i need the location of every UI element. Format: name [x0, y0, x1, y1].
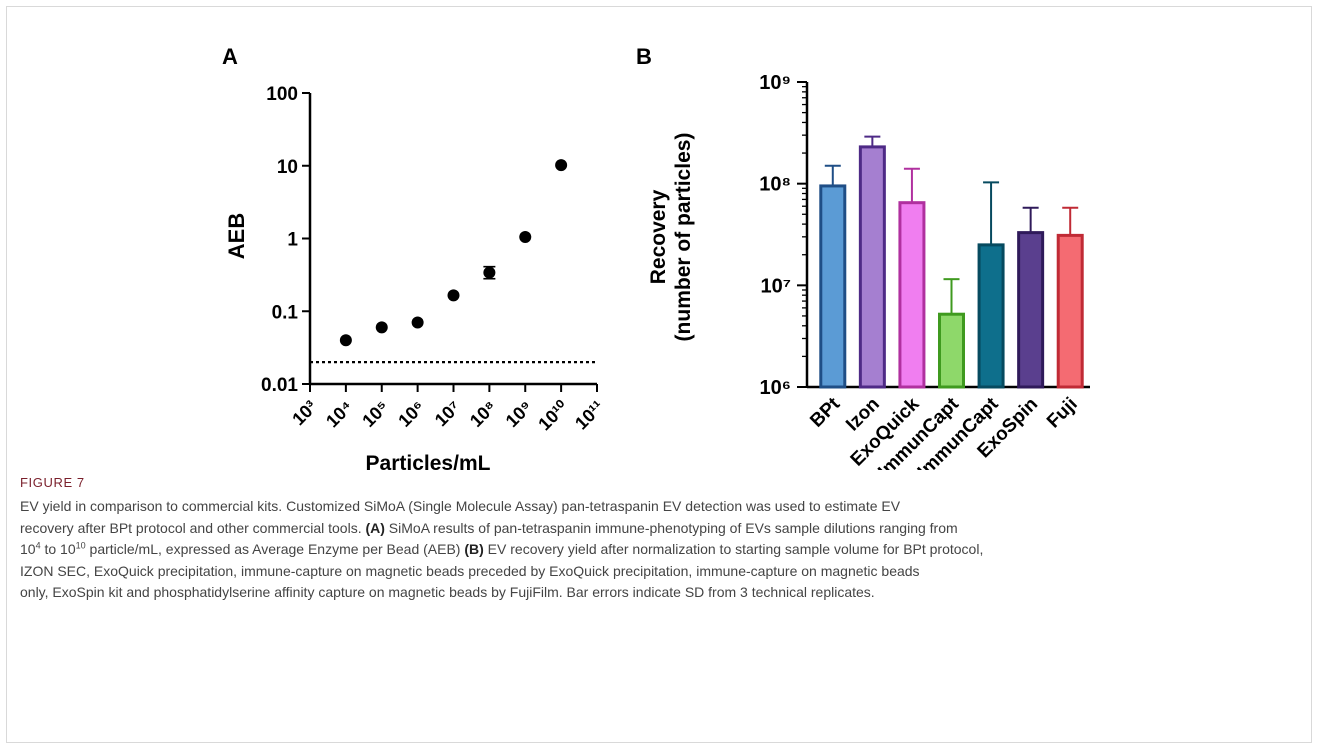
caption-line-2-rest: SiMoA results of pan-tetraspanin immune-… — [384, 519, 958, 536]
panel-a-x-tick-label: 10¹⁰ — [534, 397, 572, 435]
caption-line-3-d: EV recovery yield after normalization to… — [483, 541, 984, 557]
panel-a-data-point — [519, 230, 532, 243]
panel-a-x-tick-label: 10⁴ — [322, 397, 357, 432]
panel-a-x-tick-label: 10⁵ — [358, 397, 392, 431]
caption-line-1: EV yield in comparison to commercial kit… — [20, 498, 901, 514]
caption-sup-1: 4 — [35, 540, 41, 551]
caption-sup-2: 10 — [75, 540, 86, 551]
figure-caption: FIGURE 7 EV yield in comparison to comme… — [20, 475, 1300, 604]
caption-line-4: IZON SEC, ExoQuick precipitation, immune… — [20, 562, 920, 579]
panel-a-y-tick-label: 0.1 — [272, 302, 299, 323]
panel-a-data-point — [375, 321, 388, 334]
panel-b-bar — [898, 201, 926, 389]
panel-a-y-tick-label: 1 — [287, 230, 298, 251]
panel-a-x-axis-label: Particles/mL — [366, 452, 491, 470]
panel-b-bar — [977, 243, 1005, 389]
panel-b-category-label: BPt — [806, 393, 844, 431]
caption-title: FIGURE 7 — [20, 475, 85, 490]
panel-a-x-tick-label: 10¹¹ — [571, 397, 608, 434]
panel-b-bar — [858, 145, 886, 389]
figure-frame — [6, 6, 1312, 743]
panel-a-x-tick-label: 10⁹ — [502, 397, 536, 431]
panel-b-bar — [1056, 233, 1084, 389]
caption-body: EV yield in comparison to commercial kit… — [20, 496, 1300, 604]
panel-a-data-point — [483, 266, 496, 279]
panel-b-bar — [819, 184, 847, 389]
panel-a-x-tick-label: 10⁷ — [431, 397, 465, 431]
panel-a-x-tick-label: 10³ — [288, 397, 321, 430]
panel-a-data-point — [555, 159, 568, 172]
caption-line-5: only, ExoSpin kit and phosphatidylserine… — [20, 584, 875, 600]
panel-a-y-tick-label: 100 — [266, 84, 298, 105]
panel-a-y-tick-label: 0.01 — [261, 375, 298, 396]
caption-line-3: 104 to 1010 particle/mL, expressed as Av… — [20, 539, 1300, 561]
panel-a-label: A — [222, 44, 238, 69]
caption-ref-b: (B) — [464, 541, 484, 557]
caption-line-2-text: recovery after BPt protocol and other co… — [20, 519, 362, 536]
panel-b-bar — [938, 312, 965, 389]
panel-b-label: B — [636, 44, 652, 69]
panel-b-y-axis-label-line2: (number of particles) — [672, 133, 695, 342]
panel-b-y-axis-label-line1: Recovery — [647, 189, 670, 284]
caption-ref-a: (A) — [365, 519, 385, 536]
caption-line-3-a: 10 — [20, 541, 36, 557]
panel-a-data-point — [447, 289, 460, 302]
panel-a-x-tick-label: 10⁸ — [466, 397, 500, 431]
panel-b-y-tick-label: 10⁸ — [759, 174, 791, 196]
panel-a-data-point — [339, 334, 352, 347]
panel-a-y-tick-label: 10 — [277, 157, 298, 178]
panel-b-bar — [1017, 231, 1045, 389]
panel-b-plot: 10⁹10⁸10⁷10⁶BPtIzonExoQuickExoQ+ImmunCap… — [759, 72, 1090, 470]
panel-b-category-label: Fuji — [1043, 394, 1082, 433]
panel-b-y-tick-label: 10⁹ — [759, 72, 791, 94]
panel-a-data-point — [411, 316, 424, 329]
caption-line-2: recovery after BPt protocol and other co… — [20, 518, 1300, 540]
panel-b-y-tick-label: 10⁷ — [761, 275, 792, 297]
panel-b-y-tick-label: 10⁶ — [760, 377, 791, 399]
panel-a-y-axis-label: AEB — [224, 213, 249, 259]
caption-line-3-c: particle/mL, expressed as Average Enzyme… — [85, 541, 465, 557]
caption-line-3-b: to 10 — [40, 541, 76, 557]
panel-a-x-tick-label: 10⁶ — [394, 397, 428, 431]
